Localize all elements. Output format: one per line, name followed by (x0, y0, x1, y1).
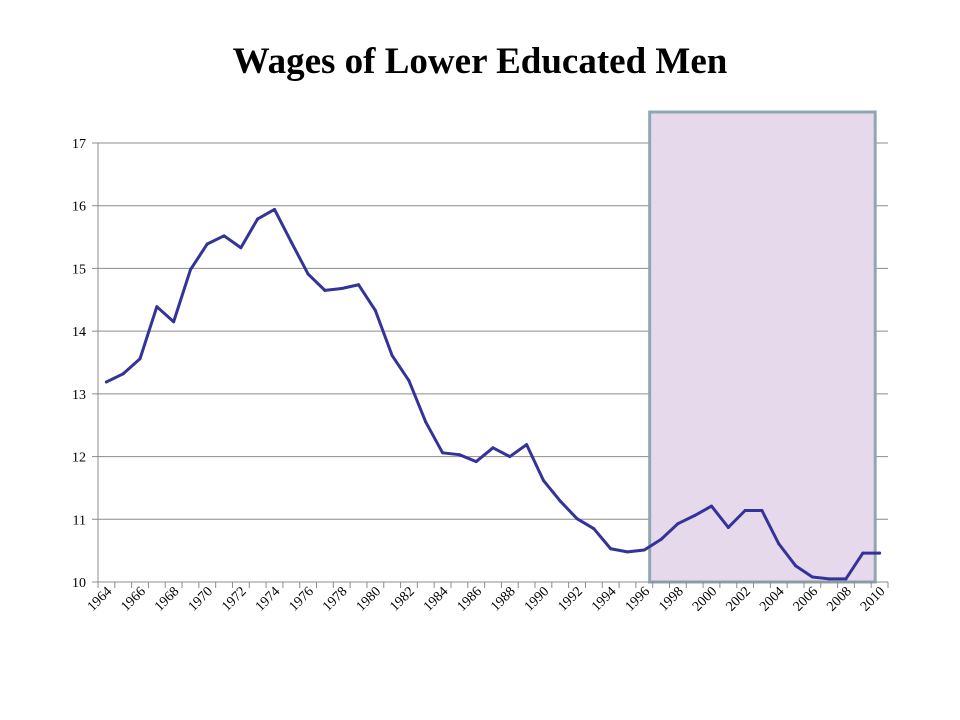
data-point-1968 (172, 320, 176, 324)
x-tick-label-2000: 2000 (690, 584, 720, 614)
data-point-1965 (121, 372, 125, 376)
highlight-rect (648, 110, 877, 584)
x-tick-label-1998: 1998 (656, 584, 686, 614)
data-point-2005 (794, 564, 798, 568)
data-point-1990 (541, 478, 545, 482)
data-point-2008 (844, 577, 848, 581)
y-tick-label-14: 14 (72, 325, 86, 340)
data-point-1984 (441, 451, 445, 455)
data-point-1976 (306, 272, 310, 276)
data-point-1977 (323, 288, 327, 292)
x-tick-label-2006: 2006 (791, 584, 821, 614)
y-tick-label-11: 11 (73, 513, 86, 528)
x-tick-label-1988: 1988 (488, 584, 518, 614)
data-point-1985 (457, 453, 461, 457)
data-point-2007 (827, 577, 831, 581)
y-tick-label-15: 15 (72, 262, 86, 277)
y-tick-label-10: 10 (72, 576, 86, 591)
x-tick-label-2008: 2008 (824, 584, 854, 614)
data-point-1986 (474, 460, 478, 464)
data-point-2003 (760, 509, 764, 513)
data-point-1974 (272, 207, 276, 211)
x-tick-label-2010: 2010 (858, 584, 888, 614)
data-point-1964 (104, 380, 108, 384)
data-point-1981 (390, 354, 394, 358)
data-point-1975 (289, 240, 293, 244)
data-point-1970 (205, 242, 209, 246)
data-point-1972 (239, 246, 243, 250)
data-point-1998 (676, 522, 680, 526)
y-tick-label-13: 13 (72, 388, 86, 403)
data-point-2000 (710, 504, 714, 508)
x-tick-label-1966: 1966 (118, 584, 148, 614)
data-point-2009 (861, 551, 865, 555)
x-tick-label-1968: 1968 (152, 584, 182, 614)
data-point-1995 (625, 550, 629, 554)
data-point-2002 (743, 509, 747, 513)
chart-title: Wages of Lower Educated Men (232, 41, 728, 82)
data-point-1999 (693, 514, 697, 518)
data-point-1997 (659, 537, 663, 541)
data-point-1991 (558, 499, 562, 503)
highlight-region (648, 110, 877, 584)
x-tick-label-1996: 1996 (623, 584, 653, 614)
x-tick-label-1990: 1990 (522, 584, 552, 614)
data-point-1966 (138, 357, 142, 361)
x-tick-label-1982: 1982 (387, 584, 417, 614)
data-point-1983 (424, 420, 428, 424)
data-point-1980 (373, 308, 377, 312)
x-tick-label-1978: 1978 (320, 584, 350, 614)
y-tick-label-12: 12 (72, 451, 86, 466)
data-point-2006 (810, 575, 814, 579)
x-tick-label-1970: 1970 (186, 584, 216, 614)
data-point-1992 (575, 517, 579, 521)
data-point-1989 (525, 443, 529, 447)
data-point-1979 (357, 283, 361, 287)
x-tick-label-1992: 1992 (555, 584, 585, 614)
data-point-1996 (642, 548, 646, 552)
x-tick-label-1986: 1986 (455, 584, 485, 614)
series-layer (104, 207, 882, 581)
data-point-1982 (407, 379, 411, 383)
data-point-1987 (491, 446, 495, 450)
x-tick-label-1972: 1972 (219, 584, 249, 614)
data-point-1994 (609, 547, 613, 551)
x-tick-label-2004: 2004 (757, 584, 787, 614)
x-tick-label-1980: 1980 (354, 584, 384, 614)
data-point-2010 (878, 551, 882, 555)
x-tick-label-1976: 1976 (287, 584, 317, 614)
data-point-1978 (340, 286, 344, 290)
y-tick-label-17: 17 (72, 137, 86, 152)
data-point-1988 (508, 455, 512, 459)
data-point-1993 (592, 527, 596, 531)
data-point-1967 (155, 305, 159, 309)
data-point-1973 (256, 217, 260, 221)
x-tick-label-1994: 1994 (589, 584, 619, 614)
x-tick-label-1964: 1964 (85, 584, 115, 614)
y-tick-label-16: 16 (72, 200, 86, 215)
data-point-1969 (188, 268, 192, 272)
axes (92, 142, 889, 588)
data-point-2001 (726, 525, 730, 529)
data-point-1971 (222, 234, 226, 238)
data-point-2004 (777, 542, 781, 546)
x-tick-label-1984: 1984 (421, 584, 451, 614)
x-tick-label-1974: 1974 (253, 584, 283, 614)
x-tick-label-2002: 2002 (724, 584, 754, 614)
